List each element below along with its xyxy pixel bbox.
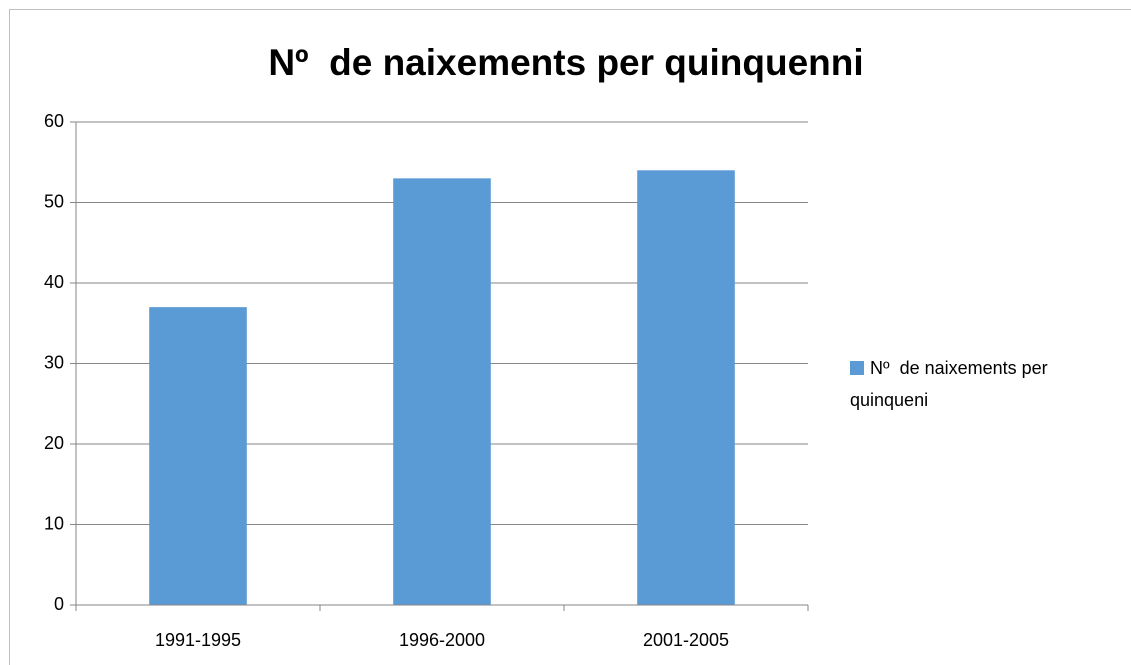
legend-label: Nº de naixements per quinqueni [850, 358, 1053, 410]
y-tick-label: 50 [44, 191, 64, 211]
bar [393, 178, 491, 605]
chart-border [9, 9, 1131, 665]
y-tick-label: 10 [44, 513, 64, 533]
y-tick-label: 20 [44, 433, 64, 453]
legend-swatch [850, 361, 864, 375]
bar [149, 307, 247, 605]
x-tick-label: 2001-2005 [643, 630, 729, 650]
y-tick-label: 0 [54, 594, 64, 614]
x-tick-label: 1991-1995 [155, 630, 241, 650]
chart-title: Nº de naixements per quinquenni [268, 42, 863, 83]
y-tick-label: 30 [44, 352, 64, 372]
bar [637, 170, 735, 606]
y-tick-label: 40 [44, 272, 64, 292]
y-tick-label: 60 [44, 111, 64, 131]
x-tick-label: 1996-2000 [399, 630, 485, 650]
legend: Nº de naixements per quinqueni [850, 352, 1100, 416]
